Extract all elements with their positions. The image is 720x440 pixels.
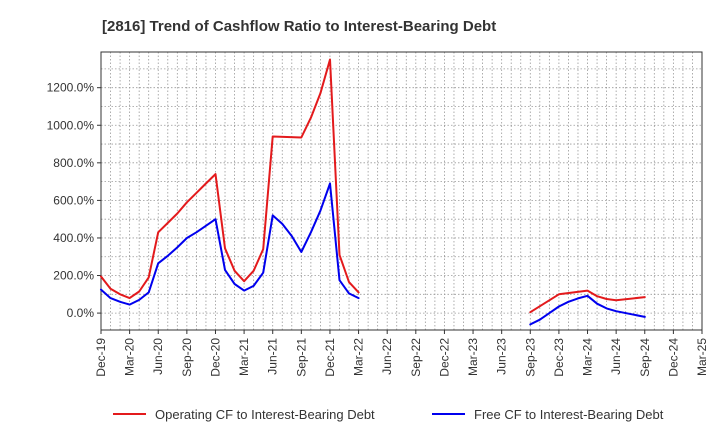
x-tick-label: Sep-22: [409, 338, 423, 377]
x-tick-label: Jun-21: [266, 338, 280, 375]
x-tick-label: Dec-22: [437, 338, 451, 377]
x-tick-label: Dec-20: [208, 338, 222, 377]
series-line-operating-cf: [529, 289, 646, 314]
x-tick-label: Jun-23: [495, 338, 509, 375]
x-tick-label: Mar-25: [695, 338, 709, 376]
x-tick-label: Dec-21: [323, 338, 337, 377]
y-tick-label: 400.0%: [53, 231, 94, 245]
y-tick-label: 600.0%: [53, 193, 94, 207]
x-tick-label: Mar-22: [352, 338, 366, 376]
x-tick-label: Mar-20: [123, 338, 137, 376]
x-tick-label: Sep-23: [523, 338, 537, 377]
y-tick-label: 200.0%: [53, 269, 94, 283]
y-tick-label: 1200.0%: [47, 81, 95, 95]
x-tick-label: Mar-23: [466, 338, 480, 376]
series-line-free-cf: [100, 182, 360, 306]
legend: Operating CF to Interest-Bearing Debt Fr…: [113, 407, 664, 422]
x-tick-label: Sep-21: [294, 338, 308, 377]
x-tick-label: Dec-24: [666, 338, 680, 377]
y-tick-label: 800.0%: [53, 156, 94, 170]
y-axis-ticks: 0.0% 200.0% 400.0% 600.0% 800.0% 1000.0% 1200.…: [47, 81, 101, 320]
series-line-operating-cf: [100, 58, 360, 300]
legend-label-free-cf: Free CF to Interest-Bearing Debt: [474, 407, 664, 422]
chart-title: [2816] Trend of Cashflow Ratio to Intere…: [102, 18, 496, 35]
x-axis-ticks: Dec-19 Mar-20 Jun-20 Sep-20 Dec-20 Mar-21 Jun-…: [94, 330, 709, 377]
x-tick-label: Mar-24: [581, 338, 595, 376]
legend-label-operating-cf: Operating CF to Interest-Bearing Debt: [155, 407, 375, 422]
plot-area: [100, 51, 703, 331]
x-tick-label: Dec-19: [94, 338, 108, 377]
series-lines: [100, 58, 646, 326]
x-tick-label: Jun-20: [151, 338, 165, 375]
x-tick-label: Mar-21: [237, 338, 251, 376]
grid-lines: [100, 52, 703, 330]
y-tick-label: 1000.0%: [47, 118, 95, 132]
x-tick-label: Jun-22: [380, 338, 394, 375]
series-line-free-cf: [529, 294, 646, 326]
x-tick-label: Dec-23: [552, 338, 566, 377]
x-tick-label: Sep-20: [180, 338, 194, 377]
x-tick-label: Sep-24: [638, 338, 652, 377]
x-tick-label: Jun-24: [609, 338, 623, 375]
y-tick-label: 0.0%: [67, 306, 95, 320]
